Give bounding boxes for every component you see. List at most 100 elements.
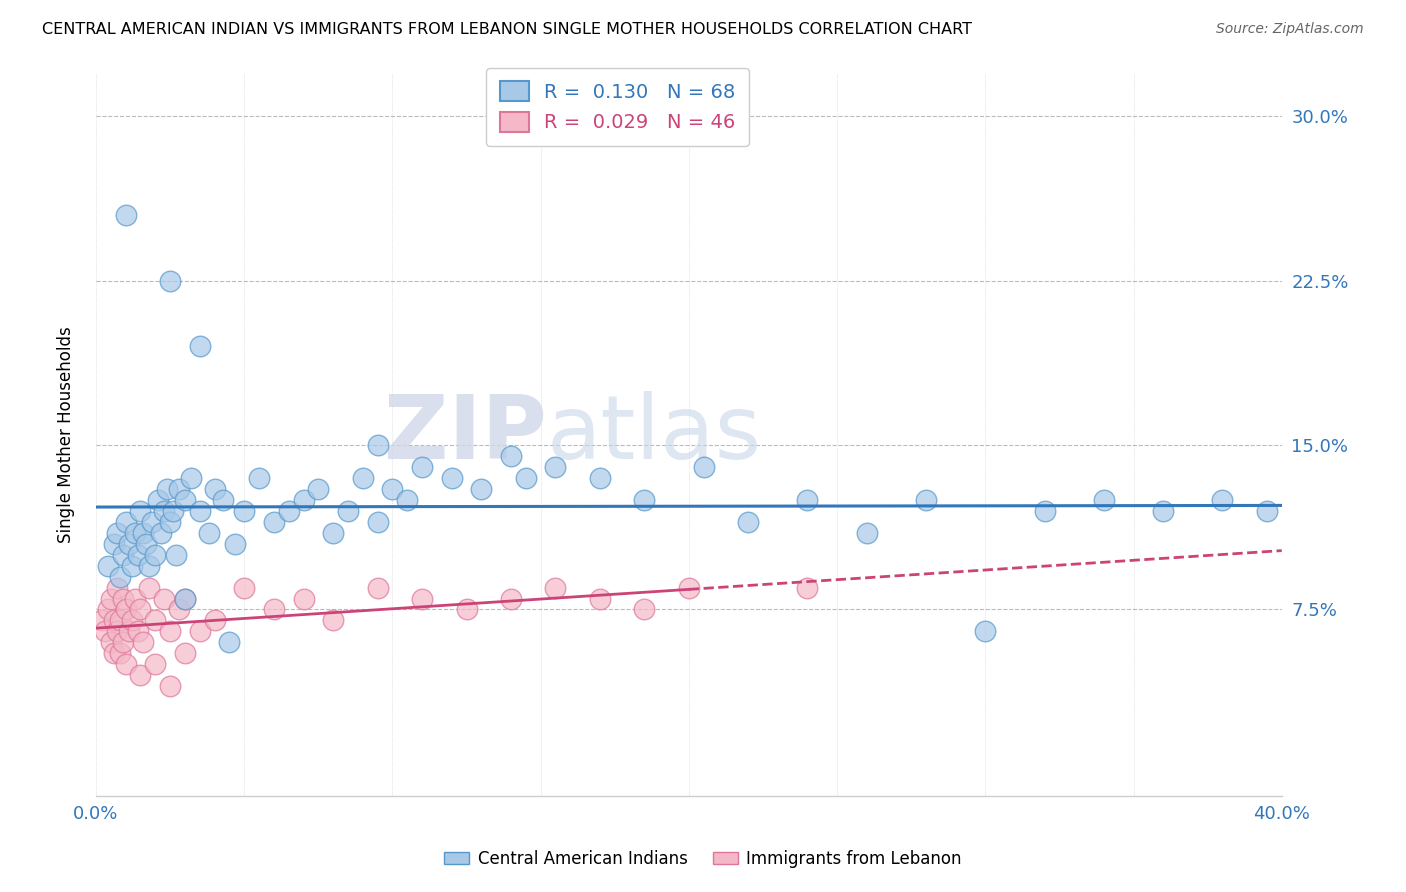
Point [143,657,166,672]
Point [678,581,700,595]
Point [218,635,240,649]
Point [188,504,211,518]
Point [855,525,877,540]
Point [633,492,655,507]
Point [108,614,131,628]
Point [322,614,344,628]
Point [174,646,197,660]
Point [188,339,211,353]
Point [1092,492,1115,507]
Point [111,635,134,649]
Point [737,515,759,529]
Point [100,591,122,606]
Point [91,614,114,628]
Point [114,515,136,529]
Point [352,471,374,485]
Point [1152,504,1174,518]
Point [589,591,612,606]
Point [470,482,492,496]
Point [97,602,120,616]
Point [132,635,155,649]
Point [174,492,197,507]
Point [180,471,202,485]
Point [108,569,131,583]
Point [108,646,131,660]
Point [367,581,389,595]
Point [159,274,181,288]
Point [204,482,226,496]
Point [515,471,537,485]
Point [100,635,122,649]
Point [440,471,463,485]
Point [322,525,344,540]
Point [143,614,166,628]
Point [114,657,136,672]
Point [159,679,181,693]
Point [159,624,181,639]
Point [114,208,136,222]
Point [336,504,359,518]
Point [188,624,211,639]
Point [94,624,117,639]
Point [633,602,655,616]
Point [105,581,128,595]
Point [153,504,176,518]
Point [456,602,478,616]
Point [105,525,128,540]
Point [138,558,160,573]
Point [138,581,160,595]
Point [121,558,143,573]
Point [499,449,522,463]
Point [165,548,187,562]
Y-axis label: Single Mother Households: Single Mother Households [58,326,75,542]
Point [103,537,125,551]
Text: ZIP: ZIP [384,391,547,477]
Point [224,537,246,551]
Point [544,581,567,595]
Point [159,515,181,529]
Point [367,438,389,452]
Point [135,537,157,551]
Point [150,525,173,540]
Point [277,504,299,518]
Text: atlas: atlas [547,391,762,477]
Point [1211,492,1233,507]
Point [367,515,389,529]
Point [1256,504,1278,518]
Point [544,460,567,475]
Point [127,624,149,639]
Point [1033,504,1056,518]
Point [97,558,120,573]
Point [129,602,152,616]
Point [132,525,155,540]
Legend: Central American Indians, Immigrants from Lebanon: Central American Indians, Immigrants fro… [437,844,969,875]
Point [117,624,139,639]
Point [796,581,818,595]
Point [167,602,190,616]
Point [263,515,285,529]
Point [915,492,938,507]
Point [796,492,818,507]
Point [212,492,235,507]
Point [114,602,136,616]
Point [292,492,315,507]
Point [174,591,197,606]
Point [381,482,404,496]
Point [263,602,285,616]
Point [124,591,146,606]
Point [103,614,125,628]
Text: CENTRAL AMERICAN INDIAN VS IMMIGRANTS FROM LEBANON SINGLE MOTHER HOUSEHOLDS CORR: CENTRAL AMERICAN INDIAN VS IMMIGRANTS FR… [42,22,972,37]
Point [204,614,226,628]
Point [129,668,152,682]
Point [307,482,329,496]
Point [127,548,149,562]
Point [197,525,219,540]
Point [153,591,176,606]
Point [141,515,163,529]
Point [129,504,152,518]
Point [396,492,419,507]
Point [111,548,134,562]
Point [148,492,170,507]
Point [692,460,714,475]
Point [156,482,179,496]
